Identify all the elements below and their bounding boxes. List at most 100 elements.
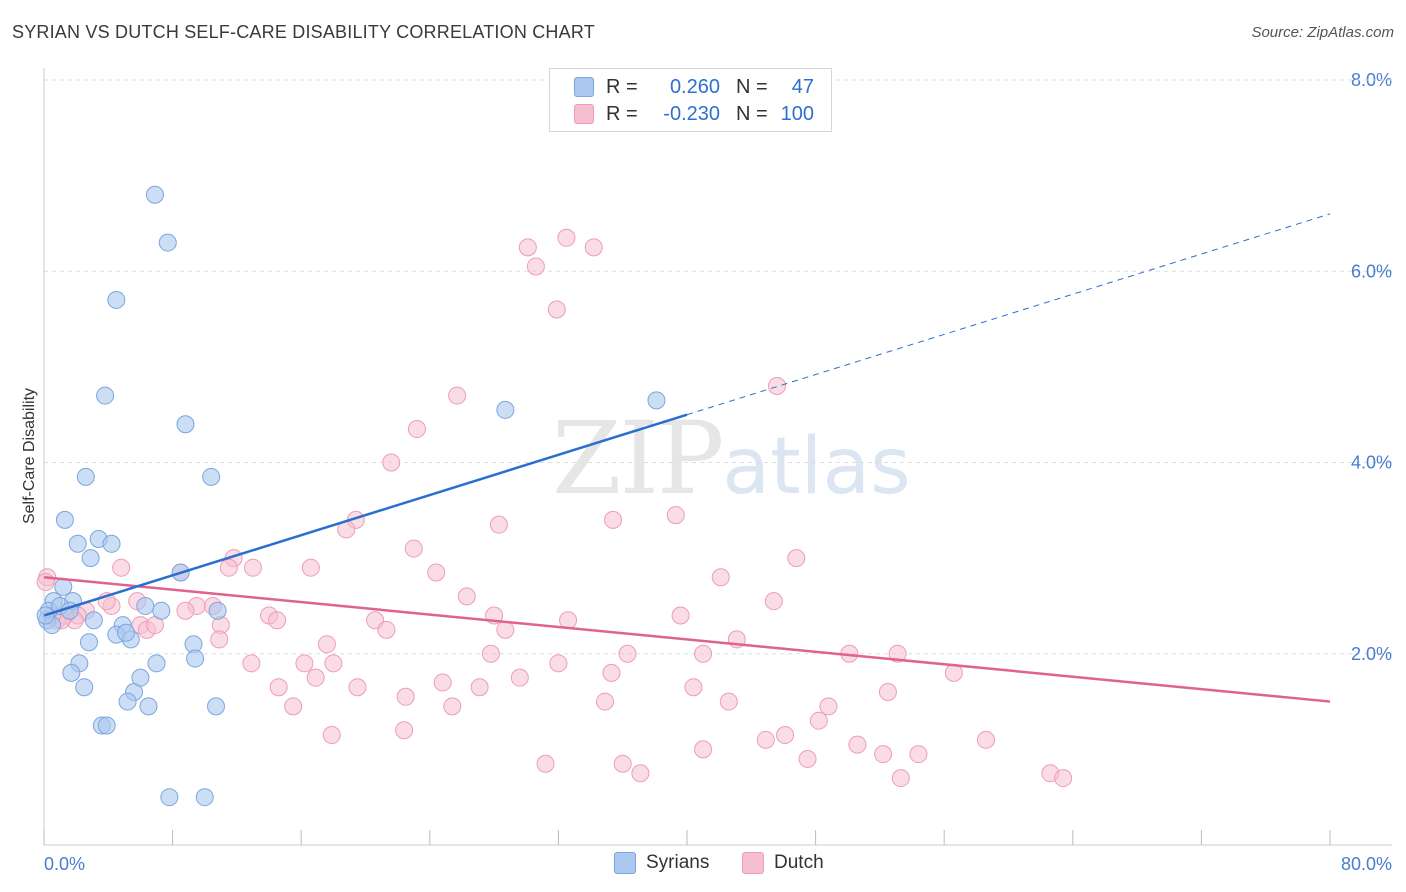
r-value: -0.230 — [663, 102, 720, 125]
dutch-point — [909, 745, 928, 764]
dutch-point — [536, 754, 555, 773]
legend-label-dutch: Dutch — [774, 852, 824, 873]
dutch-point — [596, 692, 615, 711]
legend-item-dutch[interactable]: Dutch — [742, 852, 824, 874]
syrians-point — [647, 391, 666, 410]
syrians-point — [158, 233, 177, 252]
dutch-point — [694, 740, 713, 759]
legend-item-syrians[interactable]: Syrians — [614, 852, 709, 874]
dutch-point — [549, 654, 568, 673]
dutch-point — [36, 573, 55, 592]
r-label: R = — [606, 102, 638, 125]
r-value: 0.260 — [669, 75, 720, 98]
dutch-point — [618, 644, 637, 663]
r-label: R = — [606, 75, 638, 98]
legend-row-syrians: R = 0.260 N = 47 — [550, 73, 814, 101]
dutch-point — [976, 730, 995, 749]
dutch-swatch — [574, 104, 594, 124]
n-label: N = — [736, 102, 768, 125]
dutch-point — [719, 692, 738, 711]
dutch-point — [395, 721, 414, 740]
syrians-point — [136, 596, 155, 615]
syrians-point — [131, 668, 150, 687]
syrians-point — [496, 400, 515, 419]
dutch-point — [382, 453, 401, 472]
dutch-point — [210, 630, 229, 649]
dutch-point — [176, 601, 195, 620]
dutch-point — [457, 587, 476, 606]
syrians-point — [147, 654, 166, 673]
syrians-point — [118, 692, 137, 711]
syrians-point — [96, 386, 115, 405]
watermark: ZIPatlas — [552, 400, 911, 517]
dutch-point — [756, 730, 775, 749]
syrians-point — [208, 601, 227, 620]
dutch-point — [443, 697, 462, 716]
dutch-point — [306, 668, 325, 687]
dutch-point — [557, 228, 576, 247]
dutch-point — [433, 673, 452, 692]
dutch-point — [809, 711, 828, 730]
dutch-point — [666, 506, 685, 525]
y-tick-label: 2.0% — [1351, 644, 1392, 664]
y-tick-label: 6.0% — [1351, 261, 1392, 281]
legend-row-dutch: R = -0.230 N = 100 — [550, 100, 814, 128]
dutch-point — [518, 238, 537, 257]
syrians-point — [75, 678, 94, 697]
dutch-point — [348, 678, 367, 697]
dutch-point — [526, 257, 545, 276]
dutch-point — [324, 654, 343, 673]
dutch-point — [448, 386, 467, 405]
series-legend: Syrians Dutch — [0, 852, 1406, 878]
syrians-point — [84, 611, 103, 630]
dutch-point — [510, 668, 529, 687]
dutch-point — [764, 592, 783, 611]
dutch-point — [874, 745, 893, 764]
dutch-point — [711, 568, 730, 587]
dutch-point — [604, 510, 623, 529]
x-tick-label: 80.0% — [1341, 854, 1392, 874]
dutch-point — [819, 697, 838, 716]
dutch-point — [798, 749, 817, 768]
syrians-point — [55, 510, 74, 529]
n-label: N = — [736, 75, 768, 98]
dutch-point — [891, 769, 910, 788]
syrians-point — [97, 716, 116, 735]
dutch-point — [878, 683, 897, 701]
dutch-point — [268, 611, 287, 630]
y-tick-label: 8.0% — [1351, 70, 1392, 90]
dutch-point — [470, 678, 489, 697]
dutch-point — [377, 620, 396, 639]
syrians-point — [195, 788, 214, 807]
dutch-point — [776, 726, 795, 745]
dutch-point — [496, 620, 515, 639]
dutch-point — [301, 558, 320, 577]
dutch-point — [317, 635, 336, 654]
syrians-legend-swatch — [614, 852, 636, 874]
syrians-point — [80, 633, 99, 652]
dutch-point — [684, 678, 703, 697]
syrians-point — [81, 549, 100, 568]
correlation-legend: R = 0.260 N = 47 R = -0.230 N = 100 — [549, 68, 832, 132]
syrians-point — [102, 534, 121, 553]
dutch-point — [295, 654, 314, 673]
dutch-point — [407, 420, 426, 439]
dutch-point — [768, 377, 787, 395]
x-tick-label: 0.0% — [44, 854, 85, 874]
dutch-point — [602, 663, 621, 682]
dutch-point — [243, 558, 262, 577]
chart-title: SYRIAN VS DUTCH SELF-CARE DISABILITY COR… — [12, 22, 595, 42]
syrians-point — [186, 649, 205, 668]
watermark-zip: ZIP — [552, 400, 724, 517]
syrians-trend-line — [43, 413, 688, 617]
dutch-point — [888, 644, 907, 663]
dutch-point — [489, 515, 508, 534]
syrians-point — [145, 185, 164, 204]
syrians-point — [207, 697, 226, 716]
dutch-point — [112, 558, 131, 577]
n-value: 47 — [791, 75, 814, 98]
dutch-point — [219, 558, 238, 577]
n-value: 100 — [780, 102, 814, 125]
dutch-point — [584, 238, 603, 257]
syrians-point — [152, 601, 171, 620]
